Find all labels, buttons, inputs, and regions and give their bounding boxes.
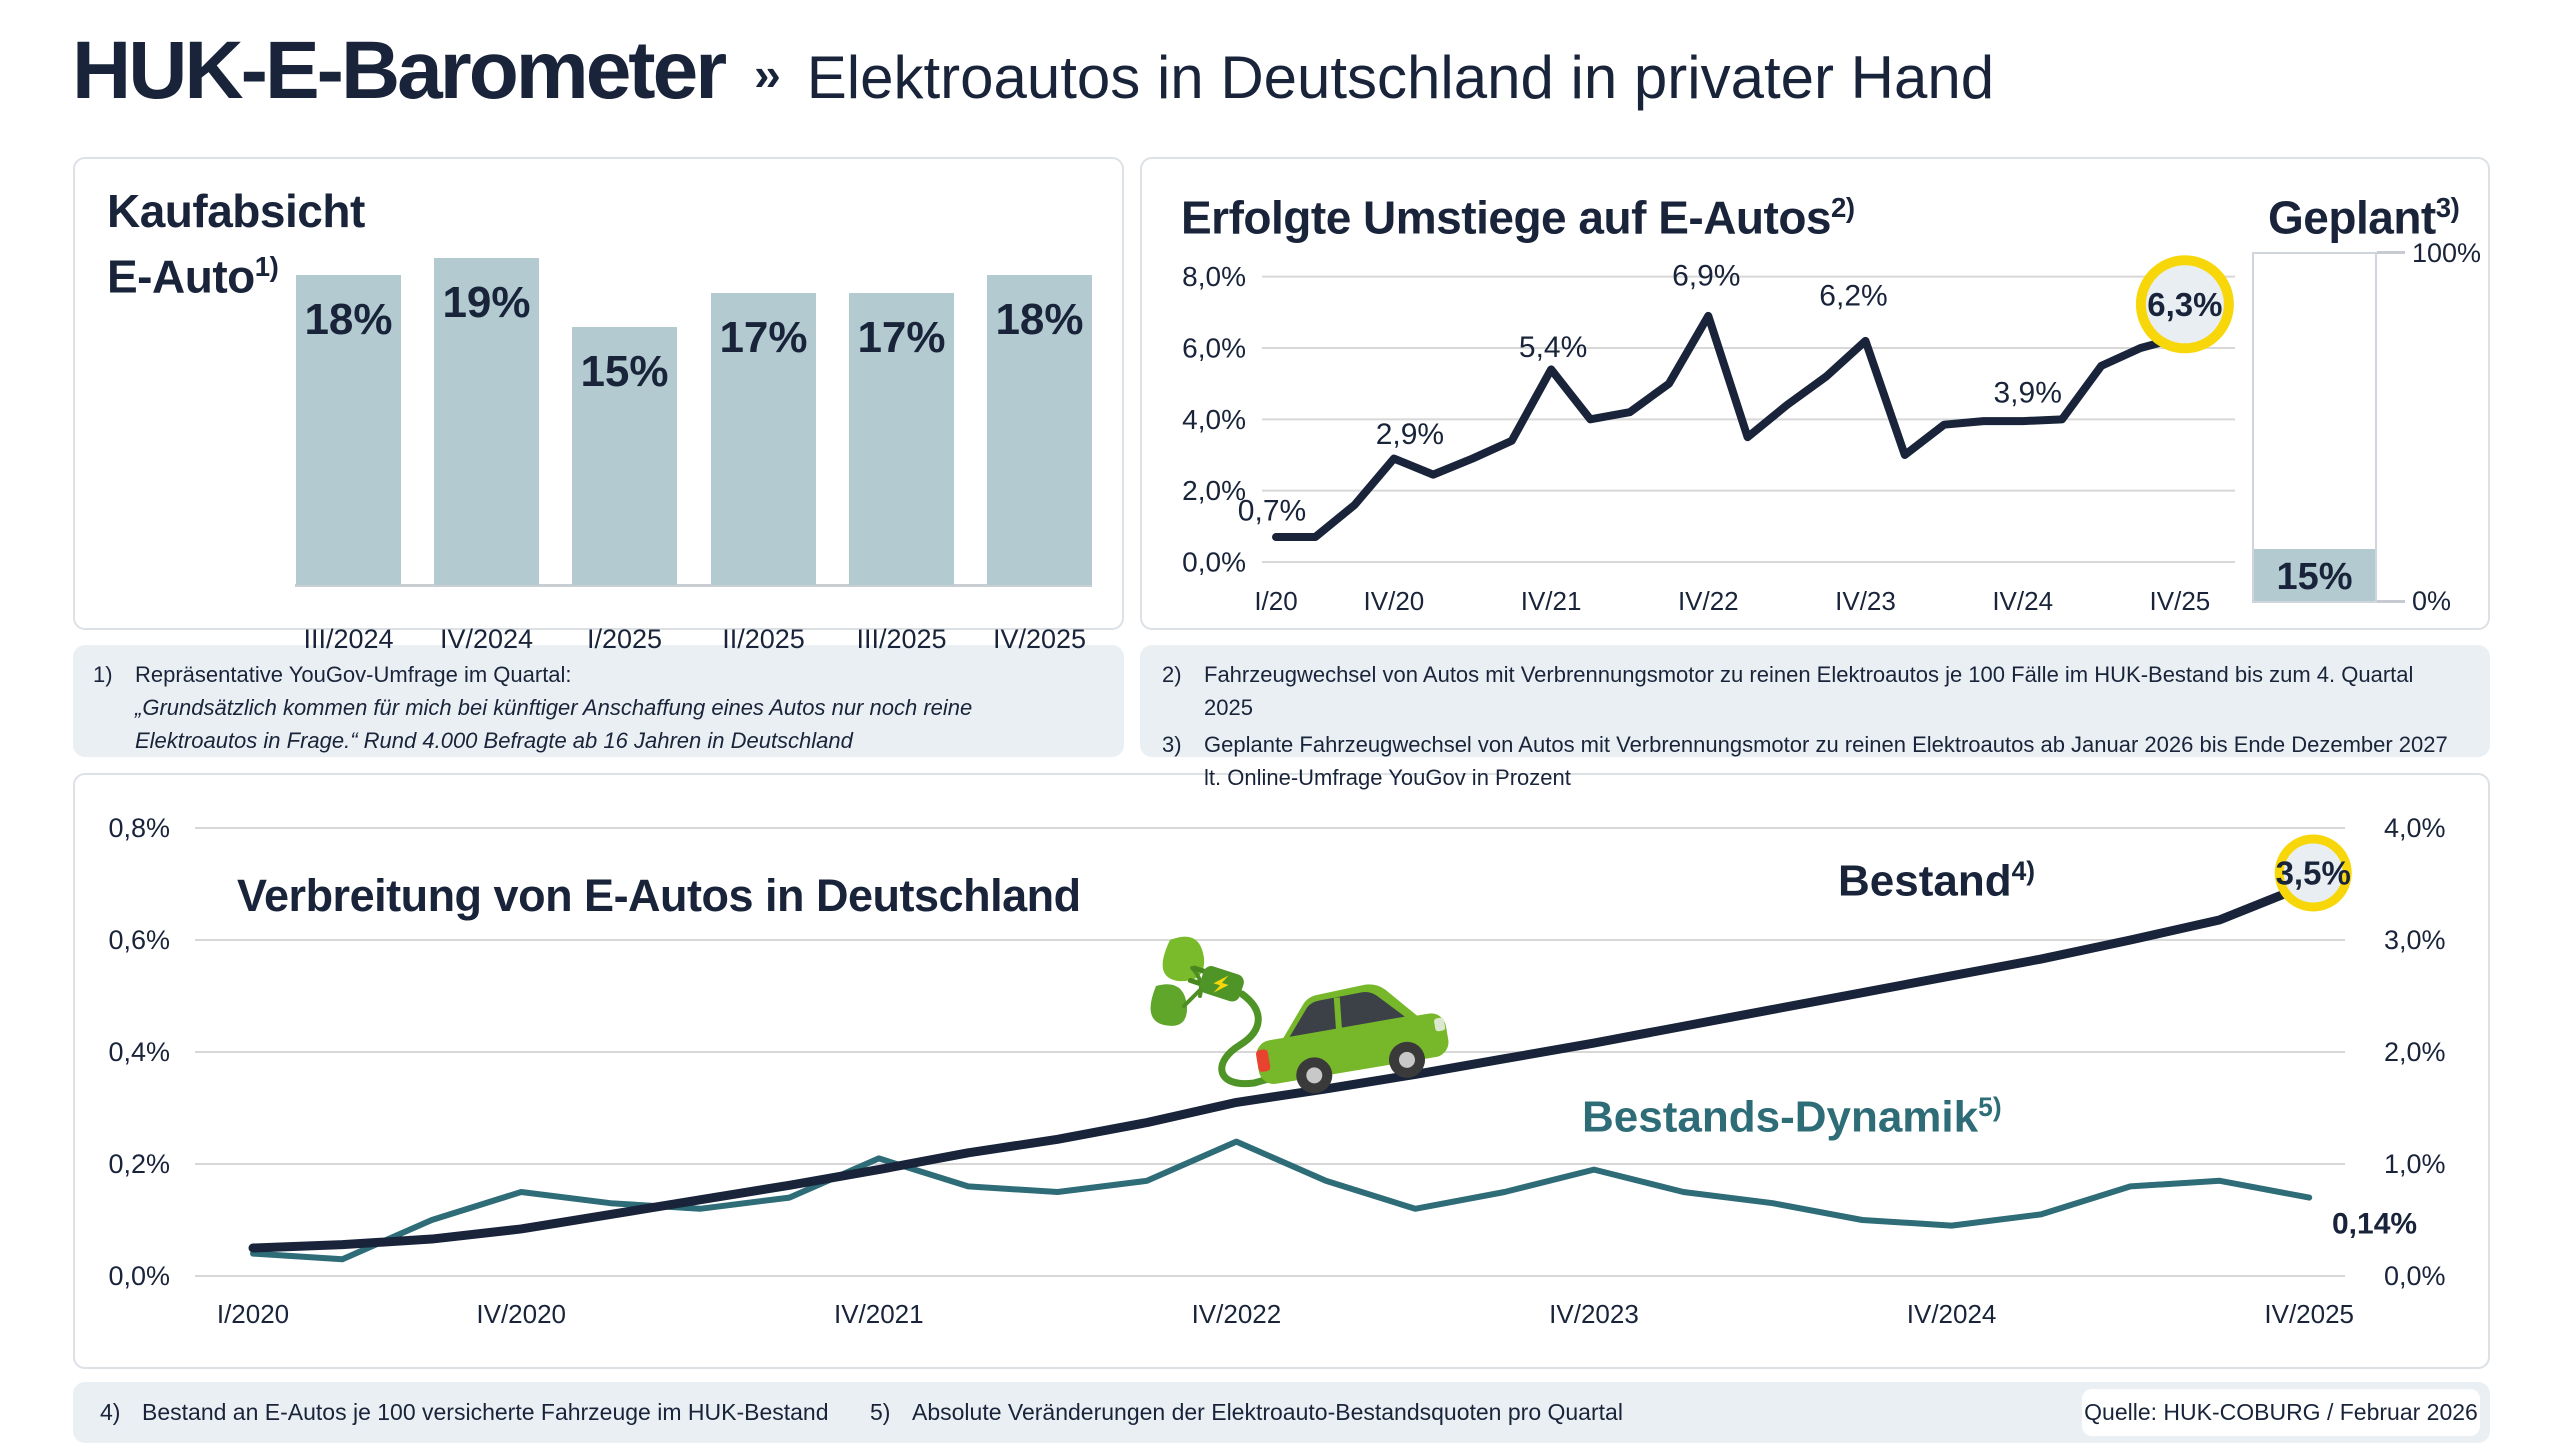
geplant-title-text: Geplant — [2268, 191, 2436, 244]
footnote-band-2: 2) Fahrzeugwechsel von Autos mit Verbren… — [1140, 645, 2490, 790]
source-box: Quelle: HUK-COBURG / Februar 2026 — [2082, 1389, 2480, 1436]
geplant-bar: 15% — [2252, 252, 2377, 603]
bar: 19% — [434, 258, 539, 585]
geplant-tick-bottom — [2377, 600, 2405, 603]
footnote-3-line1: Geplante Fahrzeugwechsel von Autos mit V… — [1204, 732, 2448, 757]
leaf-icon — [1150, 984, 1188, 1026]
bar-value-label: 17% — [857, 313, 946, 362]
geplant-bar-fill: 15% — [2254, 549, 2375, 601]
footnote-4: 4) Bestand an E-Autos je 100 versicherte… — [100, 1382, 829, 1443]
bar-value-label: 18% — [304, 295, 393, 344]
umstiege-title: Erfolgte Umstiege auf E-Autos2) — [1181, 183, 1855, 242]
bar-value-label: 18% — [995, 295, 1084, 344]
footnote-4-text: Bestand an E-Autos je 100 versicherte Fa… — [142, 1399, 829, 1425]
verbreitung-title: Verbreitung von E-Autos in Deutschland — [237, 870, 1081, 921]
umstiege-title-text: Erfolgte Umstiege auf E-Autos — [1181, 191, 1832, 244]
footnote-ref-1: 1) — [254, 251, 279, 282]
footnote-ref-4: 4) — [2011, 856, 2036, 886]
geplant-title: Geplant3) — [2268, 183, 2460, 244]
geplant-tick-top — [2377, 251, 2405, 254]
e-car-illustration — [1140, 928, 1450, 1123]
kaufabsicht-title: Kaufabsicht E-Auto1) — [107, 184, 365, 304]
footnote-4-number: 4) — [100, 1399, 121, 1425]
page-title: HUK-E-Barometer — [72, 25, 727, 116]
footnote-ref-3: 3) — [2435, 192, 2460, 223]
footnote-5-text: Absolute Veränderungen der Elektroauto-B… — [912, 1399, 1623, 1425]
geplant-axis-bottom-label: 0% — [2412, 586, 2452, 616]
bar: 17% — [711, 293, 816, 585]
bar-chart-baseline — [295, 584, 1092, 587]
bar-category-label: III/2025 — [856, 624, 947, 654]
bar-category-label: III/2024 — [303, 624, 394, 654]
bar: 15% — [572, 327, 677, 585]
car-body — [1256, 984, 1449, 1094]
bar-value-label: 17% — [719, 313, 808, 362]
footnote-1-number: 1) — [93, 662, 113, 687]
bar: 17% — [849, 293, 954, 585]
footnote-3-number: 3) — [1162, 732, 1182, 757]
chevrons-icon: ›› — [754, 48, 781, 100]
bar: 18% — [296, 275, 401, 585]
footnote-2-number: 2) — [1162, 662, 1182, 687]
page-subtitle: Elektroautos in Deutschland in privater … — [806, 44, 1995, 111]
e-car-svg — [1150, 936, 1449, 1094]
bar-category-label: IV/2024 — [439, 624, 534, 654]
footnote-2: 2) Fahrzeugwechsel von Autos mit Verbren… — [1162, 658, 2468, 724]
footnote-band-1: 1) Repräsentative YouGov-Umfrage im Quar… — [73, 645, 1124, 757]
footnote-1-line3: Elektroautos in Frage.“ Rund 4.000 Befra… — [135, 728, 853, 753]
source-text: Quelle: HUK-COBURG / Februar 2026 — [2084, 1399, 2478, 1425]
footnote-3-line2: lt. Online-Umfrage YouGov in Prozent — [1204, 765, 1571, 790]
footnote-2-text: Fahrzeugwechsel von Autos mit Verbrennun… — [1204, 662, 2414, 720]
bar-value-label: 15% — [580, 347, 669, 396]
kaufabsicht-title-line2: E-Auto — [107, 250, 255, 303]
dynamik-series-label: Bestands-Dynamik5) — [1582, 1092, 2002, 1143]
footnote-1-line1: Repräsentative YouGov-Umfrage im Quartal… — [135, 662, 572, 687]
bar-value-label: 19% — [442, 278, 531, 327]
bestand-label-text: Bestand — [1838, 856, 2012, 906]
header: HUK-E-Barometer ›› Elektroautos in Deuts… — [72, 30, 1994, 130]
footnote-5-number: 5) — [870, 1399, 891, 1425]
bar-category-label: II/2025 — [722, 624, 805, 654]
geplant-axis-top-label: 100% — [2412, 238, 2482, 268]
bar-category-label: I/2025 — [586, 624, 663, 654]
footnote-1: 1) Repräsentative YouGov-Umfrage im Quar… — [93, 658, 1104, 757]
footnote-ref-2: 2) — [1831, 192, 1855, 223]
bestand-series-label: Bestand4) — [1838, 856, 2035, 907]
footnote-5: 5) Absolute Veränderungen der Elektroaut… — [870, 1382, 1623, 1443]
dynamik-label-text: Bestands-Dynamik — [1582, 1092, 1979, 1142]
footnote-1-line2: „Grundsätzlich kommen für mich bei künft… — [135, 695, 973, 720]
footnote-band-3: 4) Bestand an E-Autos je 100 versicherte… — [73, 1382, 2490, 1443]
kaufabsicht-title-line1: Kaufabsicht — [107, 185, 365, 237]
bar-category-label: IV/2025 — [992, 624, 1087, 654]
footnote-3: 3) Geplante Fahrzeugwechsel von Autos mi… — [1162, 728, 2468, 794]
geplant-value-label: 15% — [2276, 556, 2353, 598]
footnote-ref-5: 5) — [1978, 1092, 2002, 1122]
bar: 18% — [987, 275, 1092, 585]
